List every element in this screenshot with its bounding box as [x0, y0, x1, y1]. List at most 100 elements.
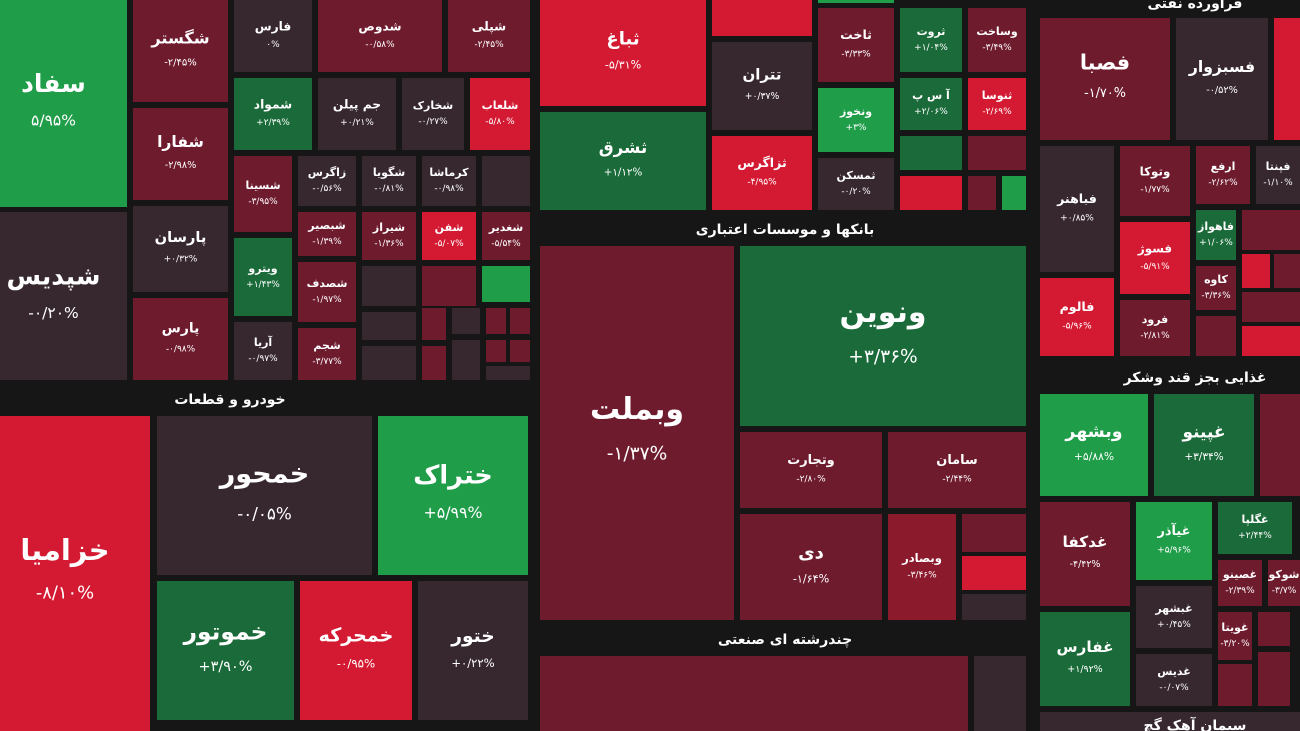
tile [1040, 18, 1170, 140]
tile-name: فسبزوار [1188, 57, 1255, 76]
tile-change: -۰/۹۵% [337, 656, 375, 670]
tile [1040, 278, 1114, 356]
tile-group: شوکو -۳/۷% [1267, 560, 1300, 606]
tile-change: -۰/۹۷% [248, 354, 278, 364]
tile [962, 514, 1026, 552]
tile-group: وبصادر -۳/۴۶% [888, 514, 956, 620]
tile [362, 156, 416, 206]
tile-name: خمحرکه [319, 625, 394, 647]
tile-change: +۱/۰۴% [914, 43, 948, 53]
tile-group: وساخت -۳/۴۹% [968, 8, 1026, 72]
tile-change: -۰/۲۰% [841, 187, 871, 197]
tile-group: ثاخت -۳/۳۳% [818, 8, 894, 82]
tile-change: +۱/۰۶% [1199, 238, 1233, 248]
tile-change: -۰/۰۷% [1159, 683, 1189, 693]
tile [900, 176, 962, 210]
tile-change: -۱/۱۰% [1263, 178, 1293, 188]
tile [1136, 586, 1212, 648]
tile-name: غپینو [1181, 422, 1225, 442]
tile [1256, 146, 1300, 204]
tile-name: ختراک [413, 460, 493, 490]
tile-group: شخارک -۰/۲۷% [402, 78, 464, 150]
tile-change: -۳/۷۷% [312, 357, 342, 367]
tile-group: ونوین +۳/۳۶% [740, 246, 1026, 426]
tile-change: -۴/۴۲% [1070, 559, 1101, 570]
tile-change: -۱/۳۶% [374, 239, 404, 249]
tile-change: +۰/۸۵% [1060, 213, 1094, 223]
tile-name: ثاخت [840, 27, 872, 42]
tile-group: فرود -۲/۸۱% [1120, 300, 1190, 356]
tile-change: +۱/۱۲% [604, 167, 643, 179]
tile-name: شمواد [254, 97, 292, 111]
tile-change: -۵/۳۱% [605, 59, 641, 72]
tile-group: شیراز -۱/۳۶% [362, 212, 416, 260]
tile-name: فارس [255, 19, 292, 33]
tile [418, 581, 528, 720]
tile [1136, 502, 1212, 580]
tile [362, 346, 416, 380]
tile-change: -۰/۵۲% [1206, 85, 1238, 96]
tile-name: ثمسکن [837, 169, 876, 182]
tile-group: شفن -۵/۰۷% [422, 212, 476, 260]
tile-name: وتوکا [1140, 165, 1171, 180]
tile-group: ثشرق +۱/۱۲% [540, 112, 706, 210]
tile-group: فسبزوار -۰/۵۲% [1176, 18, 1268, 140]
tile-change: -۰/۹۸% [166, 344, 196, 354]
tile [422, 266, 476, 306]
tile-group: ثنوسا -۲/۶۹% [968, 78, 1026, 130]
tile-group: شلعاب -۵/۸۰% [470, 78, 530, 150]
tile-name: فاهواز [1197, 220, 1234, 233]
tile-group: زاگرس -۰/۵۶% [298, 156, 356, 206]
tile-change: -۵/۹۱% [1140, 262, 1170, 272]
tile-name: فسوژ [1137, 242, 1172, 257]
tile [1242, 292, 1300, 322]
tile-change: -۵/۹۶% [1062, 321, 1092, 331]
tile-change: -۰/۰۵% [237, 503, 292, 523]
tile [1242, 210, 1300, 250]
tile [452, 340, 480, 380]
tile-name: خزامیا [20, 533, 109, 567]
tile-change: -۱/۹۷% [312, 295, 342, 305]
tile [968, 78, 1026, 130]
tile-group: غدکفا -۴/۴۲% [1040, 502, 1130, 606]
tile-change: -۸/۱۰% [36, 583, 94, 604]
tile-group: ثمسکن -۰/۲۰% [818, 158, 894, 210]
tile [482, 212, 530, 260]
tile [1218, 612, 1252, 660]
tile-name: شپدیس [7, 261, 101, 290]
tile-name: شجم [313, 339, 340, 352]
tile [1196, 146, 1250, 204]
tile-change: +۱/۴۳% [246, 280, 280, 290]
tile-group: ارفع -۲/۶۲% [1196, 146, 1250, 204]
tile-name: فباهنر [1056, 191, 1097, 206]
tile-group: فارس ۰% [234, 0, 312, 72]
tile-group: ختراک +۵/۹۹% [378, 416, 528, 575]
tile-name: شگستر [150, 28, 209, 47]
tile [712, 136, 812, 210]
tile-group: پارس -۰/۹۸% [133, 298, 228, 380]
tile-change: -۱/۷۰% [1084, 86, 1126, 101]
tile [968, 8, 1026, 72]
tile-name: پارسان [155, 229, 207, 246]
tile-name: ختور [450, 626, 495, 647]
tile [740, 514, 882, 620]
section-header: فرآورده نفتی [1148, 0, 1243, 12]
tile-change: -۰/۲۰% [28, 304, 78, 322]
tile [900, 78, 962, 130]
tile-name: آریا [254, 335, 273, 349]
tile-group: ثباغ -۵/۳۱% [540, 0, 706, 106]
tile-change: ۵/۹۵% [31, 111, 76, 129]
tile [540, 112, 706, 210]
tile-change: -۲/۸۱% [1140, 331, 1170, 341]
tile [157, 416, 372, 575]
tile [968, 136, 1026, 170]
tile [1218, 664, 1252, 706]
tile [300, 581, 412, 720]
tile-name: ارفع [1211, 160, 1236, 173]
tile [482, 266, 530, 302]
tile [712, 0, 812, 36]
tile [1040, 502, 1130, 606]
tile-name: خموتور [183, 619, 268, 646]
tile-name: ثنوسا [982, 89, 1012, 102]
tile [133, 0, 228, 102]
